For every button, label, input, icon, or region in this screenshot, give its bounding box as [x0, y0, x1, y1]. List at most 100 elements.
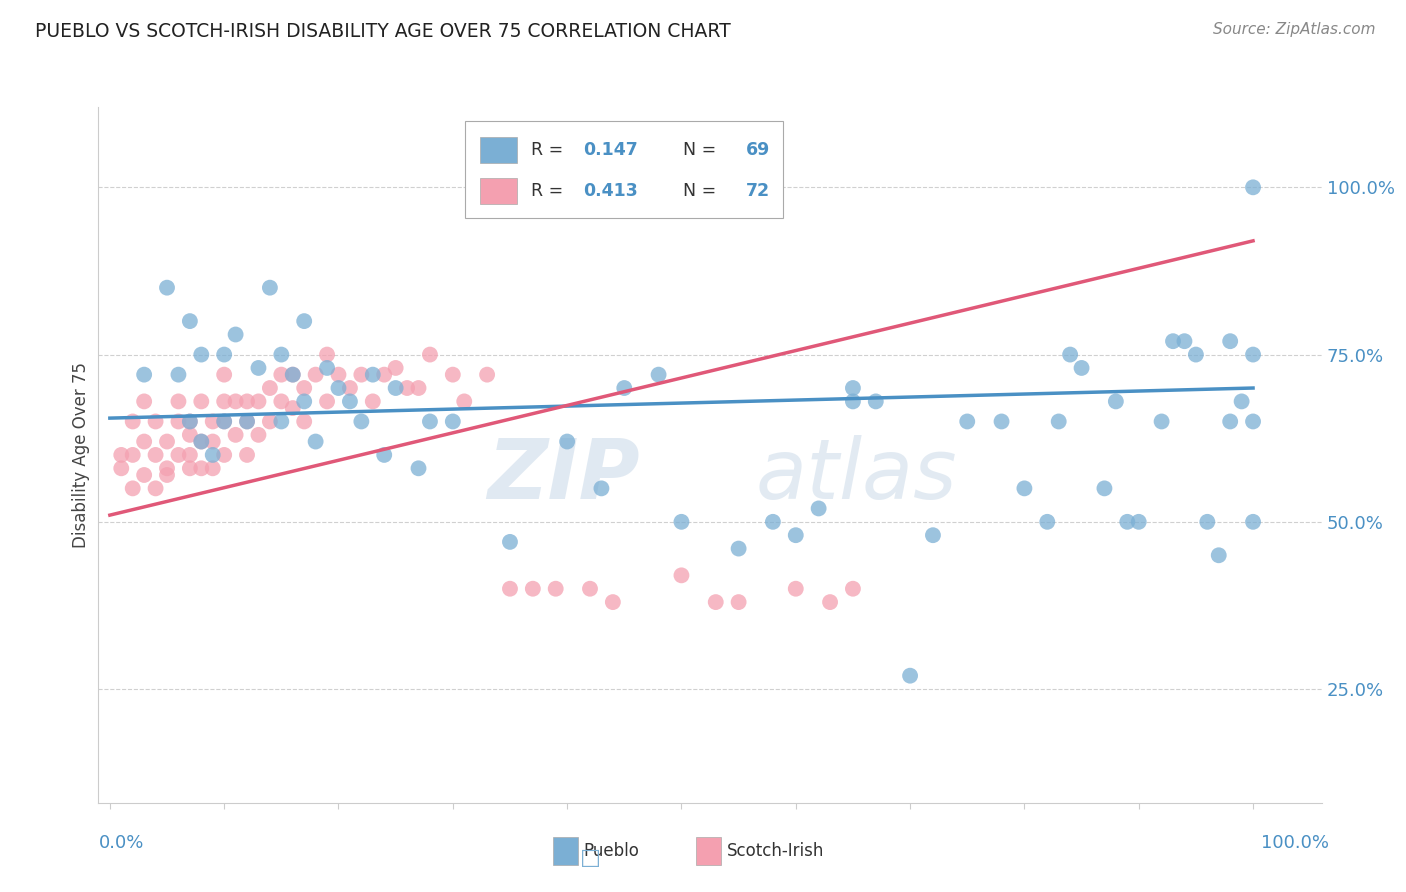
Point: [304, 368, 326, 382]
Point: [145, 482, 167, 496]
Point: [1241, 180, 1264, 194]
Point: [408, 381, 430, 395]
Point: [727, 595, 749, 609]
Point: [579, 582, 602, 596]
Point: [842, 381, 865, 395]
Point: [1161, 334, 1184, 349]
Point: [304, 434, 326, 449]
Point: [762, 515, 785, 529]
Point: [419, 348, 441, 362]
Point: [156, 461, 179, 475]
Point: [167, 414, 190, 429]
Point: [453, 394, 475, 409]
Point: [499, 535, 522, 549]
Point: [281, 368, 304, 382]
Point: [270, 414, 292, 429]
Point: [156, 281, 179, 295]
Point: [818, 595, 841, 609]
Point: [179, 414, 201, 429]
Point: [201, 414, 224, 429]
Point: [499, 582, 522, 596]
Text: ZIP: ZIP: [486, 435, 640, 516]
Point: [212, 414, 235, 429]
Point: [339, 394, 361, 409]
Point: [1036, 515, 1059, 529]
Text: □: □: [581, 848, 600, 868]
Point: [167, 448, 190, 462]
Point: [990, 414, 1012, 429]
Point: [259, 281, 281, 295]
Point: [339, 381, 361, 395]
Point: [1185, 348, 1208, 362]
Text: Source: ZipAtlas.com: Source: ZipAtlas.com: [1212, 22, 1375, 37]
Point: [1241, 414, 1264, 429]
Point: [384, 381, 406, 395]
Point: [1116, 515, 1139, 529]
Text: PUEBLO VS SCOTCH-IRISH DISABILITY AGE OVER 75 CORRELATION CHART: PUEBLO VS SCOTCH-IRISH DISABILITY AGE OV…: [35, 22, 731, 41]
Point: [212, 414, 235, 429]
Point: [212, 348, 235, 362]
Point: [956, 414, 979, 429]
Point: [316, 394, 339, 409]
Point: [145, 414, 167, 429]
Point: [396, 381, 419, 395]
Point: [922, 528, 945, 542]
Point: [190, 348, 212, 362]
FancyBboxPatch shape: [465, 121, 783, 219]
Point: [785, 582, 807, 596]
Point: [441, 368, 464, 382]
Point: [134, 368, 156, 382]
Point: [328, 368, 350, 382]
Point: [807, 501, 830, 516]
Point: [1070, 361, 1092, 376]
Point: [898, 669, 921, 683]
Point: [350, 368, 373, 382]
Text: N =: N =: [672, 141, 721, 159]
Text: R =: R =: [531, 182, 569, 200]
Point: [361, 368, 384, 382]
Point: [225, 428, 247, 442]
Point: [236, 394, 259, 409]
Point: [201, 461, 224, 475]
Text: 0.413: 0.413: [583, 182, 637, 200]
Point: [1219, 414, 1241, 429]
Point: [134, 434, 156, 449]
Point: [281, 368, 304, 382]
Text: R =: R =: [531, 141, 569, 159]
Point: [1059, 348, 1081, 362]
Point: [212, 368, 235, 382]
Point: [842, 582, 865, 596]
Point: [292, 394, 315, 409]
Point: [110, 461, 132, 475]
Point: [236, 448, 259, 462]
Point: [292, 381, 315, 395]
Point: [121, 448, 143, 462]
Bar: [479, 137, 517, 163]
Point: [225, 394, 247, 409]
Point: [270, 368, 292, 382]
Point: [727, 541, 749, 556]
Point: [281, 401, 304, 416]
Bar: [696, 837, 721, 865]
Point: [361, 394, 384, 409]
Point: [671, 515, 693, 529]
Text: atlas: atlas: [756, 435, 957, 516]
Point: [212, 394, 235, 409]
Point: [613, 381, 636, 395]
Point: [602, 595, 624, 609]
Point: [1150, 414, 1173, 429]
Point: [259, 381, 281, 395]
Point: [121, 482, 143, 496]
Point: [591, 482, 613, 496]
Text: 69: 69: [745, 141, 769, 159]
Point: [190, 434, 212, 449]
Point: [1230, 394, 1253, 409]
Point: [647, 368, 669, 382]
Point: [190, 394, 212, 409]
Point: [145, 448, 167, 462]
Point: [1197, 515, 1219, 529]
Point: [156, 468, 179, 483]
Point: [350, 414, 373, 429]
Point: [522, 582, 544, 596]
Point: [270, 348, 292, 362]
